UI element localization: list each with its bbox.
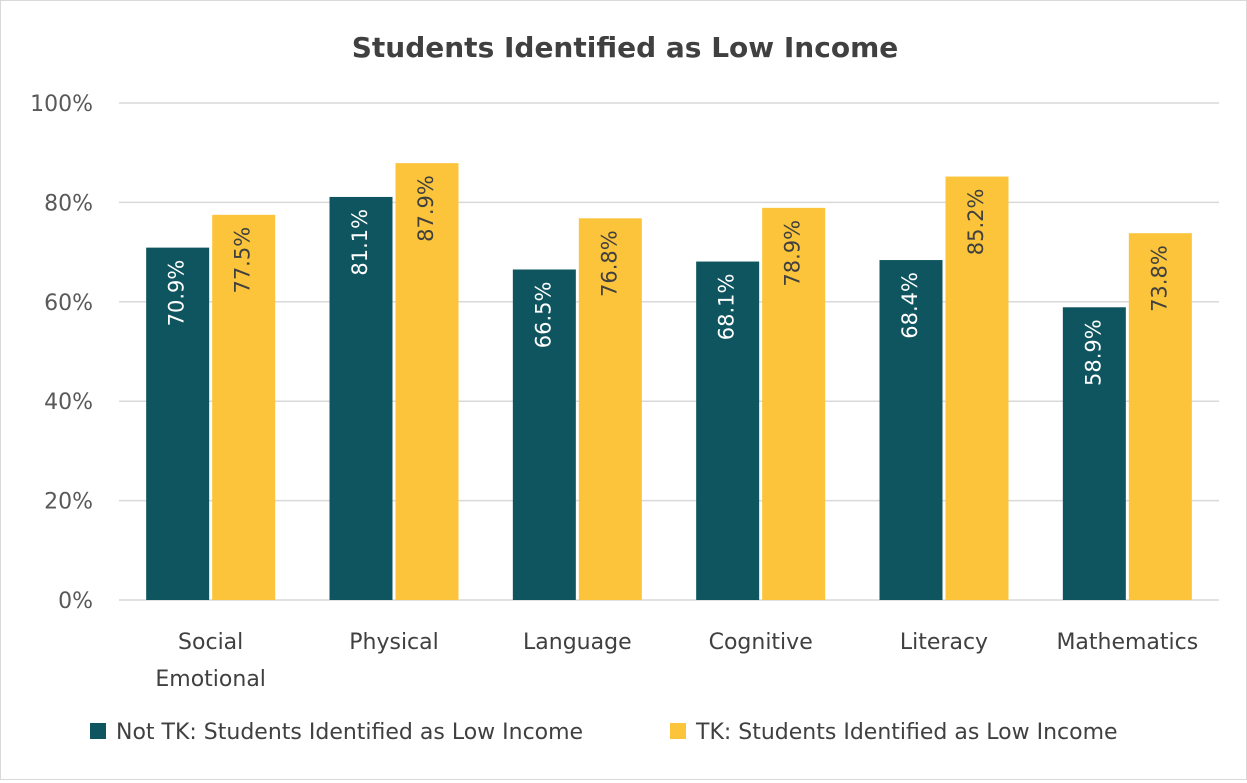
data-label: 66.5% — [531, 281, 555, 348]
category-label: Language — [523, 630, 632, 655]
y-tick-label: 20% — [44, 490, 93, 515]
bar-not-tk — [146, 247, 210, 600]
y-tick-label: 80% — [44, 191, 93, 216]
legend-label: TK: Students Identified as Low Income — [695, 720, 1118, 745]
y-tick-label: 40% — [44, 390, 93, 415]
bar-tk — [762, 207, 826, 600]
data-label: 58.9% — [1081, 319, 1105, 386]
y-tick-label: 60% — [44, 291, 93, 316]
data-label: 70.9% — [165, 260, 189, 327]
y-tick-label: 100% — [30, 92, 93, 117]
bar-tk — [395, 163, 459, 600]
bar-tk — [945, 176, 1009, 600]
data-labels: 70.9% 77.5% 81.1% 87.9% 66.5% 76.8% 68.1% 78.9%… — [165, 175, 1172, 386]
bar-not-tk — [879, 260, 943, 600]
y-tick-label: 0% — [58, 589, 93, 614]
bar-not-tk — [696, 261, 760, 600]
category-label: Cognitive — [709, 630, 813, 655]
bar-not-tk — [512, 269, 576, 600]
bar-not-tk — [329, 196, 393, 601]
bar-tk — [578, 218, 642, 600]
x-axis-categories: Social Emotional Physical Language Cognitive… — [155, 630, 1198, 692]
legend-label: Not TK: Students Identified as Low Incom… — [116, 720, 583, 745]
bar-tk — [212, 214, 276, 600]
bars — [146, 163, 1192, 601]
chart-title: Students Identified as Low Income — [352, 31, 899, 64]
bar-not-tk — [1062, 307, 1126, 600]
data-label: 68.4% — [898, 272, 922, 339]
data-label: 68.1% — [715, 274, 739, 341]
data-label: 81.1% — [348, 209, 372, 276]
legend-swatch — [90, 723, 106, 739]
data-label: 77.5% — [231, 227, 255, 294]
data-label: 87.9% — [414, 175, 438, 242]
data-label: 78.9% — [781, 220, 805, 287]
data-label: 85.2% — [964, 189, 988, 256]
category-label: Physical — [349, 630, 439, 655]
data-label: 76.8% — [597, 230, 621, 297]
category-label: Mathematics — [1056, 630, 1198, 655]
category-label: Literacy — [900, 630, 988, 655]
bar-tk — [1128, 233, 1192, 601]
gridlines — [119, 102, 1219, 601]
legend-swatch — [670, 723, 686, 739]
legend: Not TK: Students Identified as Low Incom… — [90, 720, 1118, 745]
data-label: 73.8% — [1147, 245, 1171, 312]
category-label: Social Emotional — [155, 630, 266, 692]
y-axis-ticks: 0% 20% 40% 60% 80% 100% — [30, 92, 93, 614]
